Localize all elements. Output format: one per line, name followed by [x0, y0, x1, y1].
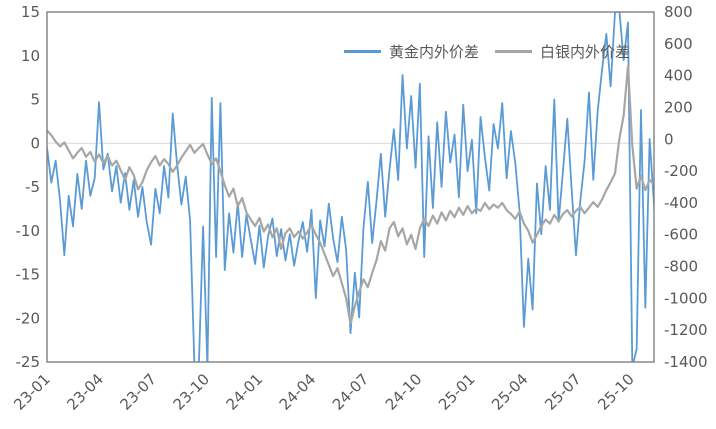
left-axis-tick-label: -15	[16, 266, 41, 284]
gold-spread-line	[47, 12, 654, 362]
left-axis-tick-label: 0	[30, 134, 40, 152]
right-axis-tick-label: -800	[664, 258, 698, 276]
left-axis-tick-label: -5	[25, 178, 40, 196]
legend-label-gold-spread: 黄金内外价差	[389, 43, 480, 61]
silver-line-swatch	[495, 50, 533, 53]
right-axis-tick-label: -200	[664, 162, 698, 180]
right-axis-tick-label: -1400	[664, 353, 708, 371]
x-axis-tick-label: 24-07	[329, 370, 373, 414]
right-axis-tick-label: 600	[664, 35, 693, 53]
chart-legend: 黄金内外价差 白银内外价差	[344, 41, 630, 62]
left-axis-tick-label: -10	[16, 222, 41, 240]
x-axis-tick-label: 25-07	[541, 370, 585, 414]
right-axis-tick-label: -400	[664, 194, 698, 212]
x-axis-tick-label: 25-10	[594, 370, 638, 414]
right-axis-tick-label: -1000	[664, 289, 708, 307]
plot-frame	[46, 11, 655, 363]
right-axis-tick-label: -1200	[664, 321, 708, 339]
left-axis-tick-label: 5	[30, 91, 40, 109]
x-axis-tick-label: 24-04	[276, 370, 320, 414]
left-axis-tick-label: 10	[21, 47, 40, 65]
left-axis-tick-label: -25	[16, 353, 41, 371]
left-axis-tick-label: 15	[21, 3, 40, 21]
x-axis-tick-label: 23-07	[116, 370, 160, 414]
legend-item-gold-spread: 黄金内外价差	[344, 41, 479, 62]
x-axis-tick-label: 23-10	[170, 370, 214, 414]
gold-line-swatch	[344, 50, 381, 53]
legend-label-silver-spread: 白银内外价差	[540, 43, 631, 61]
legend-item-silver-spread: 白银内外价差	[495, 41, 630, 62]
x-axis-tick-label: 24-10	[382, 370, 426, 414]
series-lines	[47, 12, 654, 362]
right-axis-tick-label: -600	[664, 226, 698, 244]
x-axis-tick-label: 23-01	[10, 370, 54, 414]
x-axis-tick-label: 24-01	[223, 370, 267, 414]
right-axis-tick-label: 800	[664, 3, 693, 21]
x-axis-tick-label: 25-04	[488, 370, 532, 414]
x-axis-tick-label: 25-01	[435, 370, 479, 414]
silver-spread-line	[47, 64, 654, 325]
right-axis-tick-label: 200	[664, 98, 693, 116]
x-axis-tick-label: 23-04	[63, 370, 107, 414]
right-axis-tick-label: 400	[664, 67, 693, 85]
right-axis-tick-label: 0	[664, 130, 674, 148]
left-axis-tick-label: -20	[16, 309, 41, 327]
